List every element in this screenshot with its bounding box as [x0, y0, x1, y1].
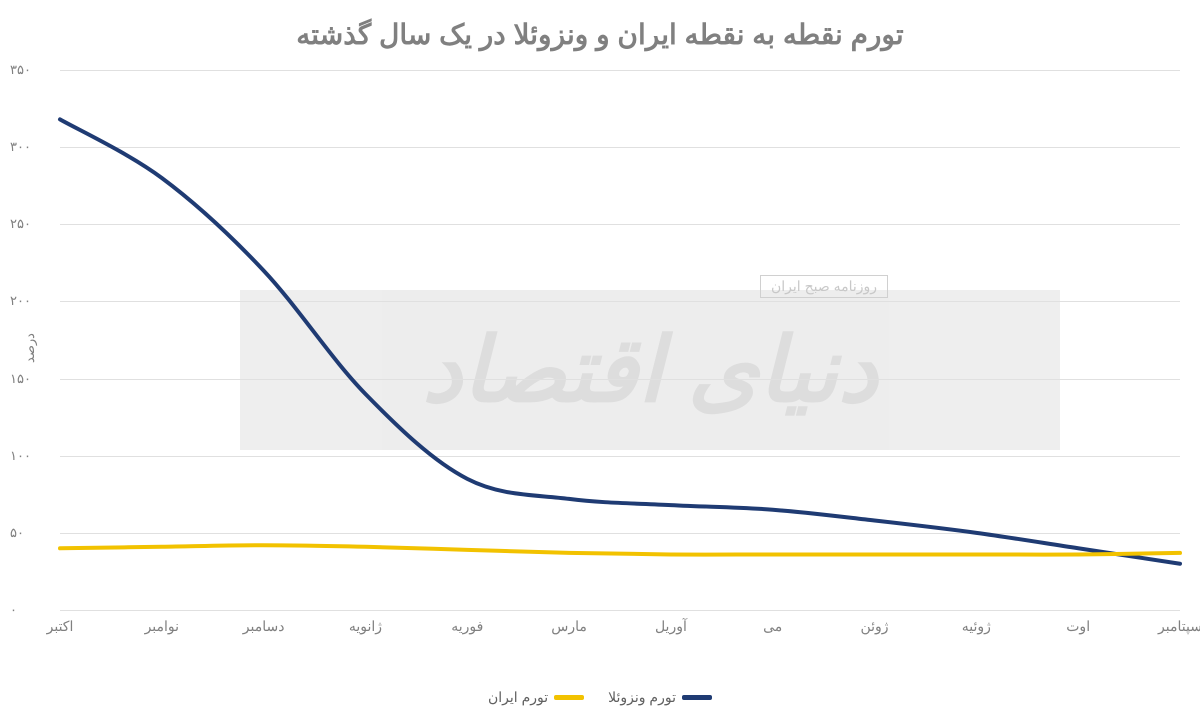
x-tick-label: اکتبر — [47, 618, 74, 635]
y-tick-label: ۳۰۰ — [10, 139, 50, 155]
x-tick-label: ژوئن — [860, 618, 888, 635]
legend-swatch — [554, 695, 584, 700]
x-tick-label: اوت — [1066, 618, 1090, 635]
series-line — [60, 545, 1180, 554]
gridline — [60, 610, 1180, 611]
y-axis-label: درصد — [22, 333, 38, 363]
y-tick-label: ۱۵۰ — [10, 371, 50, 387]
x-tick-label: ژوئیه — [962, 618, 991, 635]
legend-label: تورم ایران — [488, 689, 548, 706]
x-tick-label: می — [763, 618, 782, 635]
y-tick-label: ۱۰۰ — [10, 448, 50, 464]
y-tick-label: ۰ — [10, 602, 50, 618]
legend: تورم ونزوئلا تورم ایران — [0, 687, 1200, 706]
legend-item: تورم ونزوئلا — [608, 689, 712, 706]
x-tick-label: مارس — [551, 618, 587, 635]
line-svg — [60, 70, 1180, 610]
legend-swatch — [682, 695, 712, 700]
chart-container: دنیای اقتصاد روزنامه صبح ایران درصد ۰۵۰۱… — [60, 70, 1180, 630]
y-tick-label: ۵۰ — [10, 525, 50, 541]
plot-area — [60, 70, 1180, 610]
chart-title: تورم نقطه به نقطه ایران و ونزوئلا در یک … — [0, 0, 1200, 61]
y-tick-label: ۲۵۰ — [10, 216, 50, 232]
legend-item: تورم ایران — [488, 689, 584, 706]
x-tick-label: فوریه — [451, 618, 483, 635]
x-tick-label: دسامبر — [243, 618, 285, 635]
legend-label: تورم ونزوئلا — [608, 689, 676, 706]
y-tick-label: ۲۰۰ — [10, 293, 50, 309]
x-tick-label: نوامبر — [145, 618, 179, 635]
series-line — [60, 119, 1180, 563]
y-tick-label: ۳۵۰ — [10, 62, 50, 78]
x-tick-label: ژانویه — [349, 618, 382, 635]
x-tick-label: سپتامبر — [1158, 618, 1200, 635]
x-tick-label: آوریل — [655, 618, 687, 635]
